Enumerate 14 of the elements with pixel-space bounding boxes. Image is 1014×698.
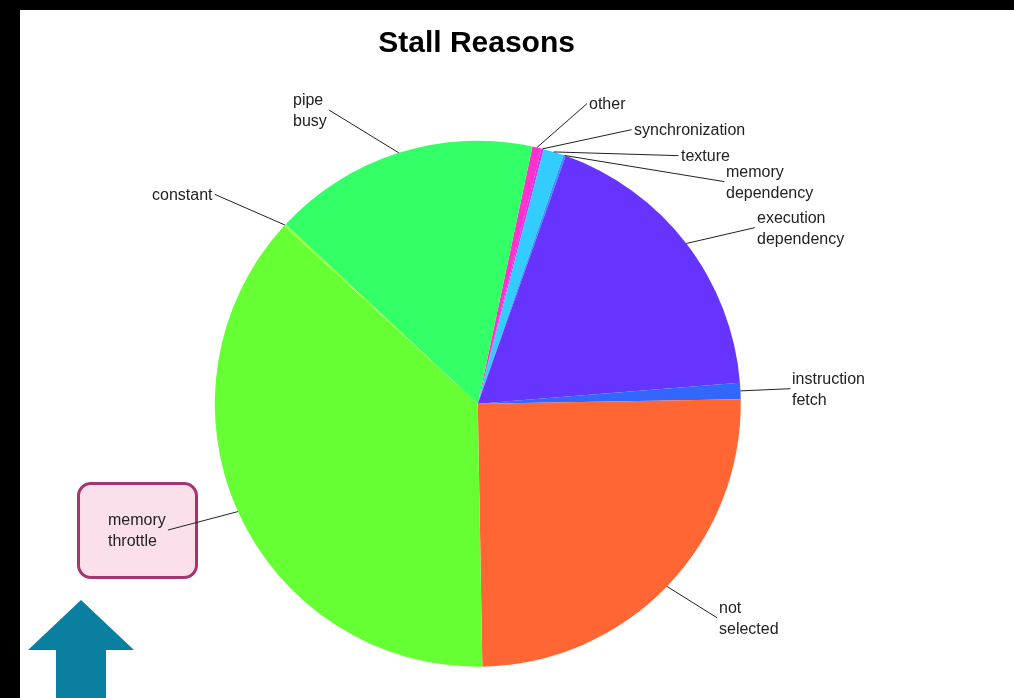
- slice-label: synchronization: [634, 121, 746, 138]
- slice-label: execution dependency: [757, 209, 845, 247]
- slice-label: constant: [152, 186, 214, 203]
- slice-label: instruction fetch: [792, 370, 865, 408]
- pie-slice: [477, 382, 741, 404]
- slice-label: memory dependency: [726, 163, 814, 201]
- slice-label: other: [589, 95, 627, 112]
- chart-title: Stall Reasons: [378, 25, 575, 59]
- slice-label: memory throttle: [108, 511, 166, 549]
- pie-slice: [214, 225, 483, 667]
- pie-slice: [285, 141, 533, 404]
- slice-label: texture: [681, 147, 731, 164]
- slice-label: not selected: [719, 599, 779, 637]
- slice-label: pipe busy: [293, 91, 327, 129]
